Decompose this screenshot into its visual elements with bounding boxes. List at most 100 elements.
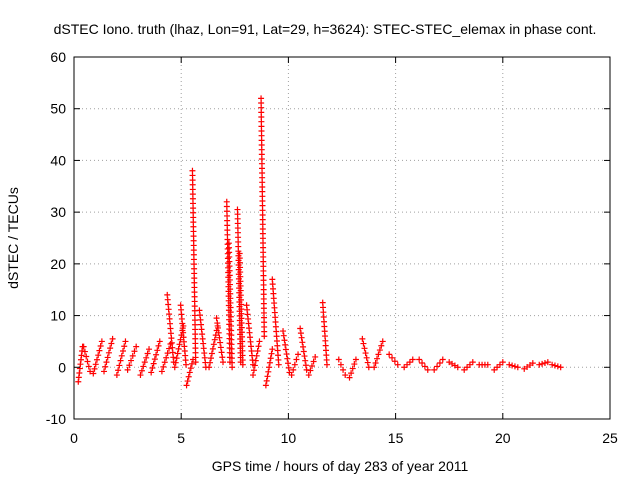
satellite-arc [416, 356, 431, 373]
satellite-arc [280, 328, 293, 376]
data-point [85, 363, 92, 370]
data-point [251, 362, 258, 369]
data-point [362, 350, 369, 357]
data-point [120, 348, 127, 355]
y-tick-label: 0 [58, 359, 66, 375]
data-point [104, 354, 111, 361]
data-point [389, 354, 396, 361]
data-point [177, 336, 184, 343]
data-point [91, 365, 98, 372]
data-point [129, 352, 136, 359]
satellite-arc [536, 359, 551, 368]
data-point [293, 356, 300, 363]
data-point [288, 372, 295, 379]
data-point [282, 346, 289, 353]
satellite-arc [297, 325, 310, 373]
data-point [107, 345, 114, 352]
data-point [364, 359, 371, 366]
y-tick-label: 20 [50, 256, 66, 272]
data-point [92, 361, 99, 368]
data-point [282, 341, 289, 348]
data-point [90, 370, 97, 377]
data-point [557, 364, 564, 371]
data-point [183, 361, 190, 368]
data-point [217, 339, 224, 346]
data-point [266, 359, 273, 366]
data-point [301, 353, 308, 360]
data-point [84, 358, 91, 365]
data-point [83, 353, 90, 360]
data-point [93, 356, 100, 363]
data-point [297, 330, 304, 337]
data-point [346, 374, 353, 381]
data-point [117, 357, 124, 364]
data-point [164, 350, 171, 357]
satellite-arc [196, 307, 209, 371]
data-point [218, 349, 225, 356]
data-point [176, 341, 183, 348]
data-point [509, 362, 516, 369]
data-point [187, 365, 194, 372]
satellite-arc [189, 167, 199, 366]
data-point [337, 361, 344, 368]
data-point [275, 361, 282, 368]
data-point [342, 372, 349, 379]
y-tick-label: 40 [50, 152, 66, 168]
data-point [163, 354, 170, 361]
y-tick-label: 50 [50, 101, 66, 117]
data-point [352, 356, 359, 363]
data-point [216, 334, 223, 341]
data-point [375, 351, 382, 358]
data-point [285, 360, 292, 367]
plot-frame [73, 56, 611, 420]
satellite-arc [371, 338, 386, 371]
data-point [124, 366, 131, 373]
chart-title: dSTEC Iono. truth (lhaz, Lon=91, Lat=29,… [54, 21, 597, 37]
data-point [297, 325, 304, 332]
data-point [298, 334, 305, 341]
data-point [192, 359, 199, 366]
data-point [335, 356, 342, 363]
data-point [208, 350, 215, 357]
satellite-arc [491, 359, 506, 373]
y-tick-label: 10 [50, 308, 66, 324]
data-point [269, 346, 276, 353]
data-point [250, 367, 257, 374]
data-point [365, 364, 372, 371]
data-point [371, 364, 378, 371]
data-point [263, 377, 270, 384]
data-point [254, 348, 261, 355]
x-tick-label: 10 [281, 430, 297, 446]
data-point [391, 358, 398, 365]
data-point [376, 347, 383, 354]
data-point [239, 361, 246, 368]
data-point [115, 367, 122, 374]
x-tick-label: 0 [70, 430, 78, 446]
data-point [256, 338, 263, 345]
data-point [215, 329, 222, 336]
satellite-arc [335, 356, 349, 379]
data-point [128, 357, 135, 364]
data-point [184, 378, 191, 385]
satellite-arc [183, 356, 196, 389]
data-point [253, 352, 260, 359]
x-tick-label: 15 [388, 430, 404, 446]
satellite-arc [250, 338, 263, 379]
data-point [291, 361, 298, 368]
data-point [307, 367, 314, 374]
data-point [409, 356, 416, 363]
data-point [118, 352, 125, 359]
data-point [206, 364, 213, 371]
data-point [183, 382, 190, 389]
data-point [363, 354, 370, 361]
y-tick-label: -10 [46, 411, 66, 427]
data-point [394, 361, 401, 368]
data-point [211, 336, 218, 343]
data-point [295, 351, 302, 358]
data-point [323, 361, 330, 368]
data-point [300, 348, 307, 355]
data-point [148, 369, 155, 376]
data-point [153, 351, 160, 358]
data-point [172, 359, 179, 366]
